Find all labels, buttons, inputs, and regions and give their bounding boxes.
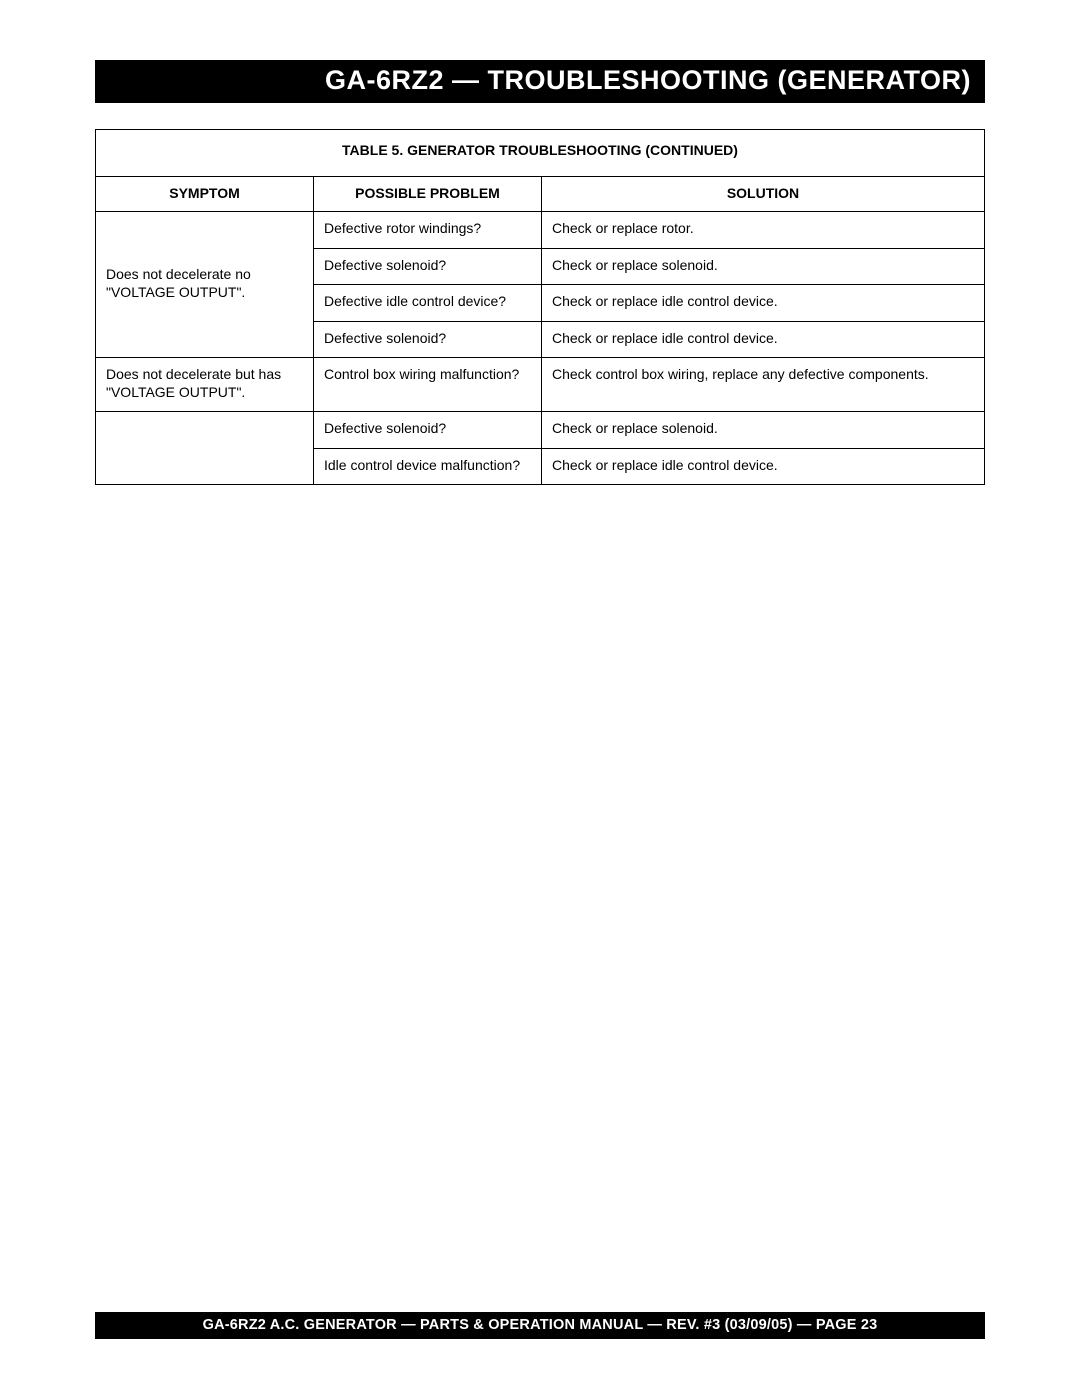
solution-cell: Check control box wiring, replace any de… (542, 358, 985, 412)
problem-cell: Defective solenoid? (314, 248, 542, 285)
table-caption-row: TABLE 5. GENERATOR TROUBLESHOOTING (CONT… (96, 130, 985, 177)
page-footer-bar: GA-6RZ2 A.C. GENERATOR — PARTS & OPERATI… (95, 1312, 985, 1339)
table-header-row: SYMPTOM POSSIBLE PROBLEM SOLUTION (96, 177, 985, 212)
col-solution: SOLUTION (542, 177, 985, 212)
table-caption: TABLE 5. GENERATOR TROUBLESHOOTING (CONT… (96, 130, 985, 177)
col-symptom: SYMPTOM (96, 177, 314, 212)
page-title-bar: GA-6RZ2 — TROUBLESHOOTING (GENERATOR) (95, 60, 985, 103)
problem-cell: Defective solenoid? (314, 321, 542, 358)
problem-cell: Defective rotor windings? (314, 212, 542, 249)
page-footer: GA-6RZ2 A.C. GENERATOR — PARTS & OPERATI… (203, 1317, 878, 1333)
page: GA-6RZ2 — TROUBLESHOOTING (GENERATOR) TA… (0, 0, 1080, 1397)
symptom-cell: Does not decelerate no "VOLTAGE OUTPUT". (96, 212, 314, 358)
solution-cell: Check or replace rotor. (542, 212, 985, 249)
solution-cell: Check or replace solenoid. (542, 248, 985, 285)
solution-cell: Check or replace idle control device. (542, 321, 985, 358)
solution-cell: Check or replace idle control device. (542, 285, 985, 322)
problem-cell: Defective idle control device? (314, 285, 542, 322)
problem-cell: Idle control device malfunction? (314, 448, 542, 485)
solution-cell: Check or replace solenoid. (542, 412, 985, 449)
symptom-cell (96, 412, 314, 485)
symptom-cell: Does not decelerate but has "VOLTAGE OUT… (96, 358, 314, 412)
solution-cell: Check or replace idle control device. (542, 448, 985, 485)
troubleshooting-table: TABLE 5. GENERATOR TROUBLESHOOTING (CONT… (95, 129, 985, 485)
page-title: GA-6RZ2 — TROUBLESHOOTING (GENERATOR) (325, 65, 971, 95)
problem-cell: Control box wiring malfunction? (314, 358, 542, 412)
table-row: Defective solenoid? Check or replace sol… (96, 412, 985, 449)
col-problem: POSSIBLE PROBLEM (314, 177, 542, 212)
table-row: Does not decelerate no "VOLTAGE OUTPUT".… (96, 212, 985, 249)
table-row: Does not decelerate but has "VOLTAGE OUT… (96, 358, 985, 412)
problem-cell: Defective solenoid? (314, 412, 542, 449)
